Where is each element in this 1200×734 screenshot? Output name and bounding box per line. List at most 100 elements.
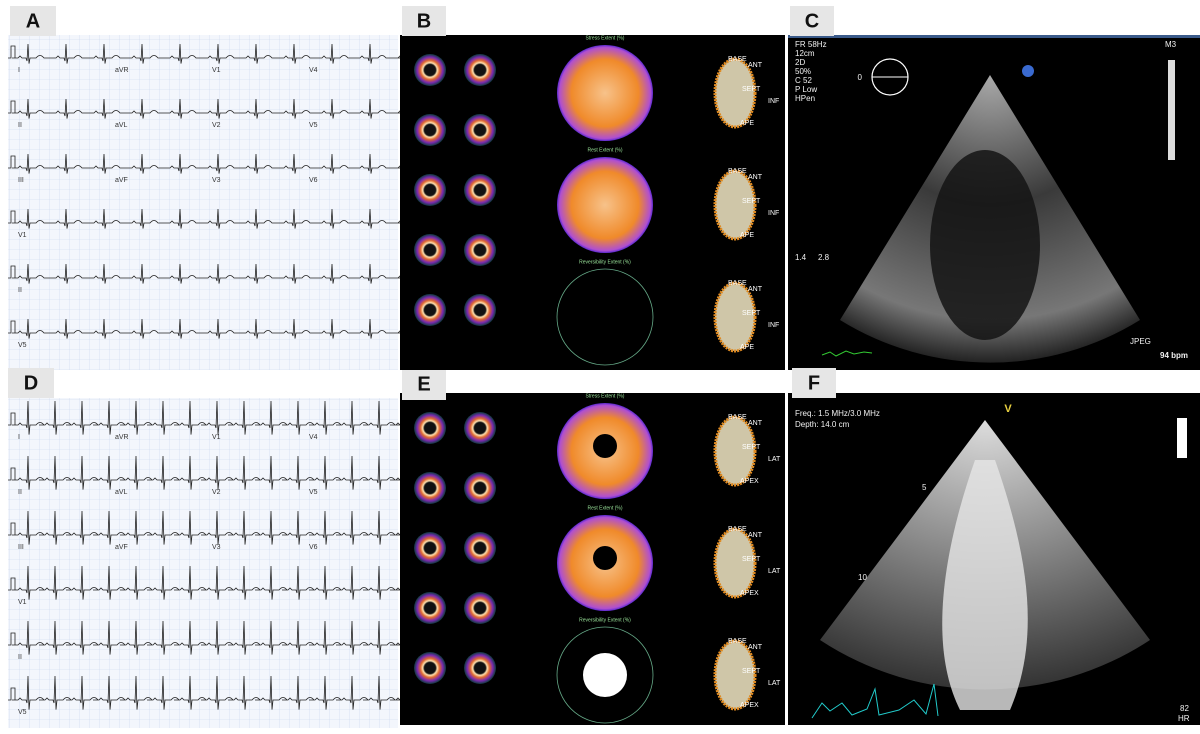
slice-image bbox=[414, 592, 446, 624]
polar-title: Rest Extent (%) bbox=[587, 505, 622, 511]
calibration bbox=[8, 100, 16, 114]
lead-label: V2 bbox=[212, 489, 221, 496]
view-label: APE bbox=[740, 344, 754, 351]
ecg-trace bbox=[12, 43, 425, 64]
ecg-strip bbox=[811, 683, 939, 719]
view-label: APEX bbox=[740, 478, 759, 485]
depth: Depth: 14.0 cm bbox=[795, 420, 850, 429]
slice-image bbox=[414, 294, 446, 326]
view-label: ANT bbox=[748, 62, 763, 69]
label-box bbox=[790, 6, 834, 36]
polar-title: Stress Extent (%) bbox=[586, 393, 625, 399]
polar-title: Reversibility Extent (%) bbox=[579, 259, 631, 265]
slice-image bbox=[464, 412, 496, 444]
view-label: ANT bbox=[748, 644, 763, 651]
ecg-trace bbox=[12, 455, 423, 490]
calibration bbox=[8, 412, 16, 426]
gray-scale bbox=[1177, 418, 1187, 458]
defect bbox=[593, 546, 617, 570]
view-label: INF bbox=[768, 322, 779, 329]
lead-label: II bbox=[18, 122, 22, 129]
view-label: SEPT bbox=[742, 444, 761, 451]
ecg-grid bbox=[8, 398, 398, 728]
hr-label: HR bbox=[1178, 714, 1190, 723]
view-label: ANT bbox=[748, 532, 763, 539]
setting: 50% bbox=[795, 67, 811, 76]
lead-label: V5 bbox=[18, 709, 27, 716]
view-label: SEPT bbox=[742, 86, 761, 93]
view-label: SEPT bbox=[742, 668, 761, 675]
heart-3d bbox=[713, 639, 757, 711]
view-label: APE bbox=[740, 232, 754, 239]
view-label: BASE bbox=[728, 280, 747, 287]
calibration bbox=[8, 632, 16, 646]
view-label: APEX bbox=[740, 702, 759, 709]
setting: P Low bbox=[795, 85, 817, 94]
ecg-strip bbox=[821, 350, 873, 357]
lead-label: aVR bbox=[115, 434, 129, 441]
ecg-trace bbox=[12, 620, 423, 655]
view-label: ANT bbox=[748, 420, 763, 427]
echo-c-bar bbox=[788, 35, 1200, 38]
lead-label: V3 bbox=[212, 177, 221, 184]
spect-e: Stress Extent (%)BASEANTSEPTLATAPEXRest … bbox=[414, 393, 781, 724]
view-label: BASE bbox=[728, 414, 747, 421]
ecg-trace bbox=[12, 565, 423, 600]
lead-label: V3 bbox=[212, 544, 221, 551]
panel-label: D bbox=[24, 372, 38, 394]
depth-mark: 5 bbox=[922, 483, 927, 492]
lead-label: V2 bbox=[212, 122, 221, 129]
lead-label: aVL bbox=[115, 122, 128, 129]
setting: HPen bbox=[795, 94, 815, 103]
panel-label: E bbox=[417, 373, 430, 395]
slice-image bbox=[464, 234, 496, 266]
lead-label: V4 bbox=[309, 434, 318, 441]
ecg-trace bbox=[12, 318, 425, 339]
lead-label: aVL bbox=[115, 489, 128, 496]
slice-image bbox=[464, 174, 496, 206]
label-box bbox=[402, 6, 446, 36]
echo-bright-region bbox=[942, 460, 1028, 710]
view-label: INF bbox=[768, 98, 779, 105]
calibration bbox=[8, 155, 16, 169]
view-label: LAT bbox=[768, 568, 781, 575]
ecg-trace bbox=[12, 263, 425, 284]
defect bbox=[593, 434, 617, 458]
view-label: BASE bbox=[728, 168, 747, 175]
polar-map bbox=[557, 45, 653, 141]
slice-image bbox=[464, 54, 496, 86]
echo-chamber bbox=[930, 150, 1040, 340]
calibration bbox=[8, 522, 16, 536]
polar-title: Reversibility Extent (%) bbox=[579, 617, 631, 623]
setting: FR 58Hz bbox=[795, 40, 827, 49]
polar-map bbox=[556, 268, 654, 366]
lead-label: aVR bbox=[115, 67, 129, 74]
view-label: INF bbox=[768, 210, 779, 217]
lead-label: V4 bbox=[309, 67, 318, 74]
label-box bbox=[792, 368, 836, 398]
slice-image bbox=[414, 114, 446, 146]
setting: 12cm bbox=[795, 49, 815, 58]
lead-label: V1 bbox=[212, 434, 221, 441]
ecg-trace bbox=[12, 510, 423, 545]
lead-label: aVF bbox=[115, 177, 128, 184]
lead-label: I bbox=[18, 434, 20, 441]
label-box bbox=[10, 6, 56, 36]
lead-label: aVF bbox=[115, 544, 128, 551]
lead-label: V1 bbox=[18, 599, 27, 606]
hr-value: 82 bbox=[1180, 704, 1189, 713]
slice-image bbox=[464, 652, 496, 684]
view-label: SEPT bbox=[742, 198, 761, 205]
panel-label: A bbox=[26, 10, 40, 32]
slice-image bbox=[464, 532, 496, 564]
gray-scale bbox=[1168, 60, 1175, 160]
lead-label: V1 bbox=[18, 232, 27, 239]
slice-image bbox=[414, 472, 446, 504]
ecg-trace bbox=[12, 208, 425, 229]
